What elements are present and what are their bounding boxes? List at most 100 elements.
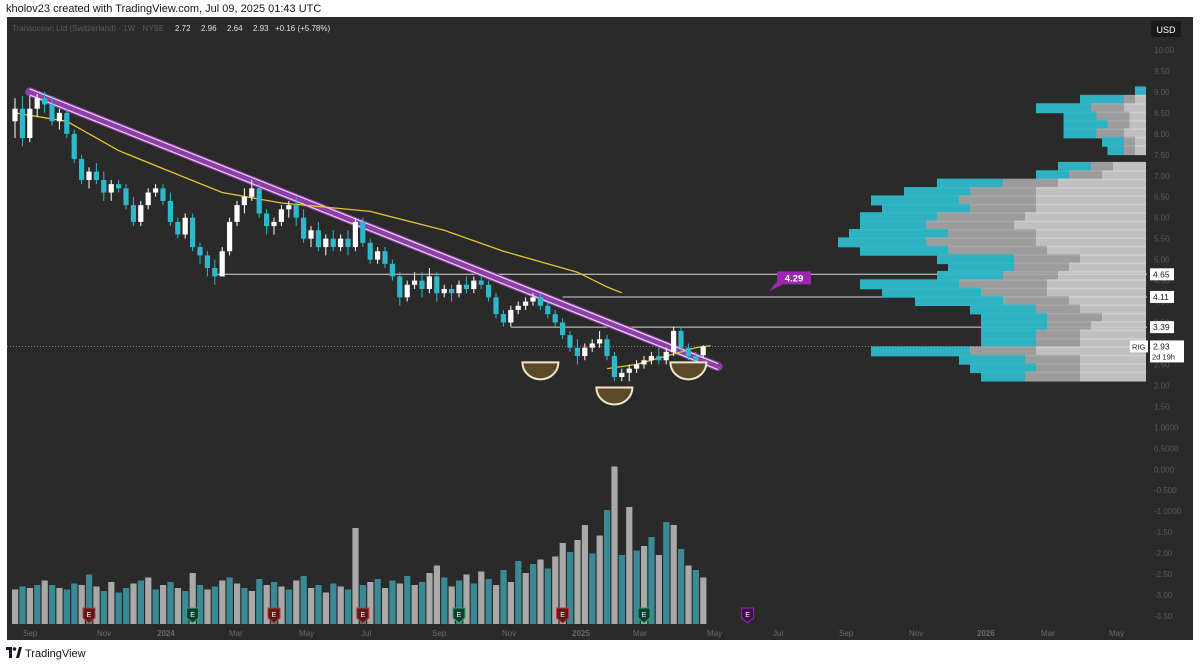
earnings-marker-icon[interactable] bbox=[556, 607, 570, 624]
volume-profile-bar bbox=[1058, 270, 1146, 281]
volume-bar bbox=[567, 552, 574, 624]
earnings-marker-label: E bbox=[457, 612, 462, 619]
candle-body bbox=[375, 251, 381, 260]
level-price-badge bbox=[1150, 290, 1174, 303]
earnings-marker-icon[interactable] bbox=[267, 607, 281, 624]
volume-bar bbox=[271, 582, 278, 624]
volume-bar bbox=[152, 589, 159, 624]
candle bbox=[619, 368, 625, 382]
volume-profile-bar bbox=[1025, 371, 1080, 382]
volume-bar bbox=[470, 583, 477, 624]
earnings-marker-icon[interactable] bbox=[186, 607, 200, 624]
volume-profile-bar bbox=[970, 304, 1036, 315]
candle-body bbox=[552, 314, 558, 323]
trendline-band[interactable] bbox=[25, 87, 723, 372]
volume-profile-bar bbox=[1003, 296, 1069, 307]
candle bbox=[338, 234, 344, 252]
candle bbox=[160, 184, 166, 206]
volume-profile-bar bbox=[904, 187, 970, 198]
candle bbox=[641, 356, 647, 369]
volume-profile-bar bbox=[1047, 312, 1102, 323]
earnings-marker-icon[interactable] bbox=[741, 607, 755, 624]
x-tick-label: Sep bbox=[23, 629, 38, 638]
volume-bar bbox=[49, 585, 56, 624]
candle bbox=[434, 272, 440, 302]
candle-body bbox=[560, 322, 566, 336]
volume-bar bbox=[278, 586, 285, 624]
volume-bar bbox=[219, 580, 226, 624]
volume-profile-bar bbox=[970, 187, 1036, 198]
candle bbox=[611, 351, 617, 382]
time-axis[interactable] bbox=[7, 626, 1193, 640]
candle-body bbox=[249, 188, 255, 197]
volume-profile-bar bbox=[871, 195, 959, 206]
volume-profile-bar bbox=[1036, 195, 1146, 206]
candle bbox=[64, 108, 70, 139]
candle-body bbox=[352, 221, 358, 248]
earnings-marker-icon[interactable] bbox=[82, 607, 96, 624]
volume-profile-bar bbox=[981, 371, 1025, 382]
volume-profile-bar bbox=[1047, 321, 1091, 332]
chart-frame[interactable]: E E E E E E E E 4.29 10.00 9.50 9.00 8.50 8.00 7.50 7… bbox=[7, 17, 1193, 640]
volume-bar bbox=[670, 525, 677, 624]
y-tick-label: 9.00 bbox=[1154, 88, 1170, 97]
volume-bar bbox=[396, 583, 403, 624]
earnings-marker-icon[interactable] bbox=[356, 607, 370, 624]
candle bbox=[145, 188, 151, 210]
candle bbox=[256, 184, 262, 218]
x-tick-label: Mar bbox=[229, 629, 243, 638]
cup-pattern-shape[interactable] bbox=[595, 386, 634, 406]
candle bbox=[449, 284, 455, 302]
candle bbox=[493, 293, 499, 319]
x-tick-label: Nov bbox=[502, 629, 516, 638]
volume-profile-bar bbox=[959, 354, 1025, 365]
candle bbox=[264, 209, 270, 235]
candle-body bbox=[700, 346, 706, 356]
y-tick-label: 1.50 bbox=[1154, 402, 1170, 411]
volume-bar bbox=[411, 585, 418, 624]
current-price-badge bbox=[1150, 340, 1184, 363]
earnings-marker-icon[interactable] bbox=[637, 607, 651, 624]
volume-bar bbox=[515, 561, 522, 624]
cup-pattern-shape[interactable] bbox=[669, 361, 708, 381]
volume-bar bbox=[256, 579, 263, 624]
candle-body bbox=[382, 251, 388, 264]
currency-badge[interactable]: USD bbox=[1151, 21, 1181, 37]
candle-body bbox=[190, 217, 196, 248]
earnings-marker-label: E bbox=[190, 612, 195, 619]
volume-profile-bar bbox=[1080, 363, 1146, 374]
candle-body bbox=[419, 280, 425, 289]
tradingview-logo-icon bbox=[6, 647, 22, 658]
y-tick-label: 7.00 bbox=[1154, 172, 1170, 181]
candle-body bbox=[301, 217, 307, 239]
volume-bar bbox=[544, 568, 551, 624]
volume-bar bbox=[308, 588, 315, 624]
volume-bar bbox=[500, 570, 507, 624]
candle-body bbox=[626, 368, 632, 373]
volume-profile-bar bbox=[860, 220, 926, 231]
candle-body bbox=[256, 188, 262, 214]
volume-profile-bar bbox=[948, 228, 1036, 239]
candle bbox=[227, 217, 233, 256]
volume-profile-bar bbox=[1036, 228, 1146, 239]
candle-body bbox=[641, 360, 647, 365]
volume-bar bbox=[367, 582, 374, 624]
candle-body bbox=[671, 330, 677, 352]
candle-body bbox=[515, 305, 521, 310]
volume-bar bbox=[226, 577, 233, 624]
candle-body bbox=[153, 188, 159, 193]
candle bbox=[182, 213, 188, 239]
trendline-upper-edge bbox=[29, 88, 719, 365]
price-chart[interactable]: E E E E E E E E 4.29 10.00 9.50 9.00 8.50 8.00 7.50 7… bbox=[7, 17, 1193, 640]
currency-badge-bg bbox=[1151, 21, 1181, 37]
candle-body bbox=[204, 255, 210, 269]
volume-bar bbox=[685, 565, 692, 624]
candle bbox=[656, 347, 662, 365]
volume-bar bbox=[552, 556, 559, 624]
cup-pattern-shape[interactable] bbox=[521, 361, 560, 381]
y-tick-label: 10.00 bbox=[1154, 46, 1175, 55]
earnings-marker-icon[interactable] bbox=[452, 607, 466, 624]
ma-value-label-bubble[interactable] bbox=[769, 271, 811, 292]
volume-profile-bar bbox=[948, 262, 1014, 273]
candle bbox=[671, 326, 677, 357]
